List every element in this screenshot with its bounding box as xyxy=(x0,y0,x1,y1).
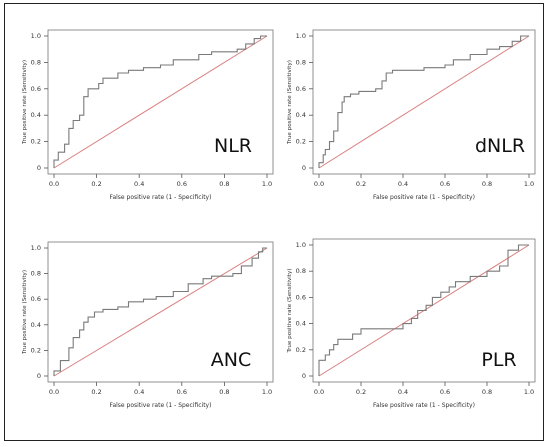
y-tick-label: 0.2 xyxy=(31,138,41,146)
x-tick-label: 0.6 xyxy=(177,180,187,188)
x-tick-label: 0.4 xyxy=(134,388,144,396)
panel-dnlr: 0.0 0.2 0.4 0.6 0.8 1.0 0 0.2 0.4 0.6 0.8 1.0 False … xyxy=(287,29,536,201)
x-axis-label: False positive rate (1 - Specificity) xyxy=(110,194,212,201)
panel-nlr: 0.0 0.2 0.4 0.6 0.8 1.0 0 0.2 0.4 0.6 0.8 1.0 False … xyxy=(22,29,274,201)
panel-plr: 0.0 0.2 0.4 0.6 0.8 1.0 0 0.2 0.4 0.6 0.8 1.0 False … xyxy=(287,238,536,409)
x-tick-label: 0.2 xyxy=(91,388,101,396)
x-axis-label: False positive rate (1 - Specificity) xyxy=(373,194,475,201)
x-tick-label: 0.4 xyxy=(134,180,144,188)
y-tick-label: 0.6 xyxy=(296,85,306,93)
panel-label: dNLR xyxy=(475,135,525,157)
y-tick-label: 0.4 xyxy=(31,321,41,329)
plot-frame xyxy=(312,238,536,383)
x-tick-label: 0.8 xyxy=(219,180,229,188)
roc-curve xyxy=(53,35,267,168)
roc-curve xyxy=(318,244,529,376)
y-tick-label: 0.6 xyxy=(296,293,306,301)
y-tick-label: 1.0 xyxy=(296,241,306,249)
x-axis-label: False positive rate (1 - Specificity) xyxy=(373,402,475,409)
x-tick-label: 0.4 xyxy=(398,388,408,396)
y-axis-label: True positive rate (Sensitivity) xyxy=(287,60,293,145)
plot-frame xyxy=(47,29,274,175)
y-tick-label: 0.4 xyxy=(296,320,306,328)
x-tick-label: 0.0 xyxy=(49,180,59,188)
y-tick-label: 0 xyxy=(37,372,41,380)
x-tick-label: 0.0 xyxy=(49,388,59,396)
y-tick-label: 1.0 xyxy=(31,32,41,40)
y-tick-label: 0.6 xyxy=(31,85,41,93)
y-tick-label: 0.2 xyxy=(296,346,306,354)
plot-frame xyxy=(312,29,536,175)
y-tick-label: 0 xyxy=(302,372,306,380)
x-tick-label: 1.0 xyxy=(524,180,534,188)
roc-panels: 0.0 0.2 0.4 0.6 0.8 1.0 0 0.2 0.4 0.6 0.8 1.0 False … xyxy=(22,29,536,409)
x-tick-label: 0.8 xyxy=(219,388,229,396)
y-tick-label: 0.8 xyxy=(31,270,41,278)
y-axis-label: True positive rate (Sensitivity) xyxy=(287,268,293,353)
x-tick-label: 0.8 xyxy=(482,180,492,188)
y-tick-label: 0.8 xyxy=(296,267,306,275)
x-tick-label: 0.2 xyxy=(91,180,101,188)
y-tick-label: 1.0 xyxy=(31,244,41,252)
x-tick-label: 0.2 xyxy=(356,180,366,188)
y-axis-label: True positive rate (Sensitivity) xyxy=(22,270,28,355)
y-tick-label: 0 xyxy=(302,164,306,172)
x-tick-label: 0.4 xyxy=(398,180,408,188)
reference-diagonal xyxy=(53,247,268,377)
x-tick-label: 0.0 xyxy=(314,388,324,396)
panel-label: PLR xyxy=(481,349,516,371)
y-axis-label: True positive rate (Sensitivity) xyxy=(22,60,28,145)
y-tick-label: 0 xyxy=(37,164,41,172)
x-tick-label: 1.0 xyxy=(262,388,272,396)
x-tick-label: 0.0 xyxy=(314,180,324,188)
y-tick-label: 0.4 xyxy=(296,111,306,119)
y-tick-label: 0.2 xyxy=(31,346,41,354)
y-tick-label: 0.8 xyxy=(296,58,306,66)
panel-label: NLR xyxy=(214,135,252,157)
x-tick-label: 0.8 xyxy=(482,388,492,396)
y-tick-label: 0.4 xyxy=(31,111,41,119)
reference-diagonal xyxy=(53,35,268,169)
y-tick-label: 0.8 xyxy=(31,58,41,66)
roc-curve xyxy=(318,35,529,168)
y-tick-label: 1.0 xyxy=(296,32,306,40)
panel-anc: 0.0 0.2 0.4 0.6 0.8 1.0 0 0.2 0.4 0.6 0.8 1.0 False … xyxy=(22,241,274,409)
reference-diagonal xyxy=(318,35,530,169)
panel-label: ANC xyxy=(211,349,251,371)
plot-frame xyxy=(47,241,274,383)
x-tick-label: 1.0 xyxy=(524,388,534,396)
x-tick-label: 0.6 xyxy=(440,388,450,396)
y-tick-label: 0.2 xyxy=(296,138,306,146)
x-tick-label: 1.0 xyxy=(262,180,272,188)
x-tick-label: 0.6 xyxy=(177,388,187,396)
roc-curve xyxy=(53,247,267,376)
x-tick-label: 0.6 xyxy=(440,180,450,188)
x-axis-label: False positive rate (1 - Specificity) xyxy=(110,402,212,409)
y-tick-label: 0.6 xyxy=(31,295,41,303)
x-tick-label: 0.2 xyxy=(356,388,366,396)
figure-frame: 0.0 0.2 0.4 0.6 0.8 1.0 0 0.2 0.4 0.6 0.8 1.0 False … xyxy=(4,3,544,441)
